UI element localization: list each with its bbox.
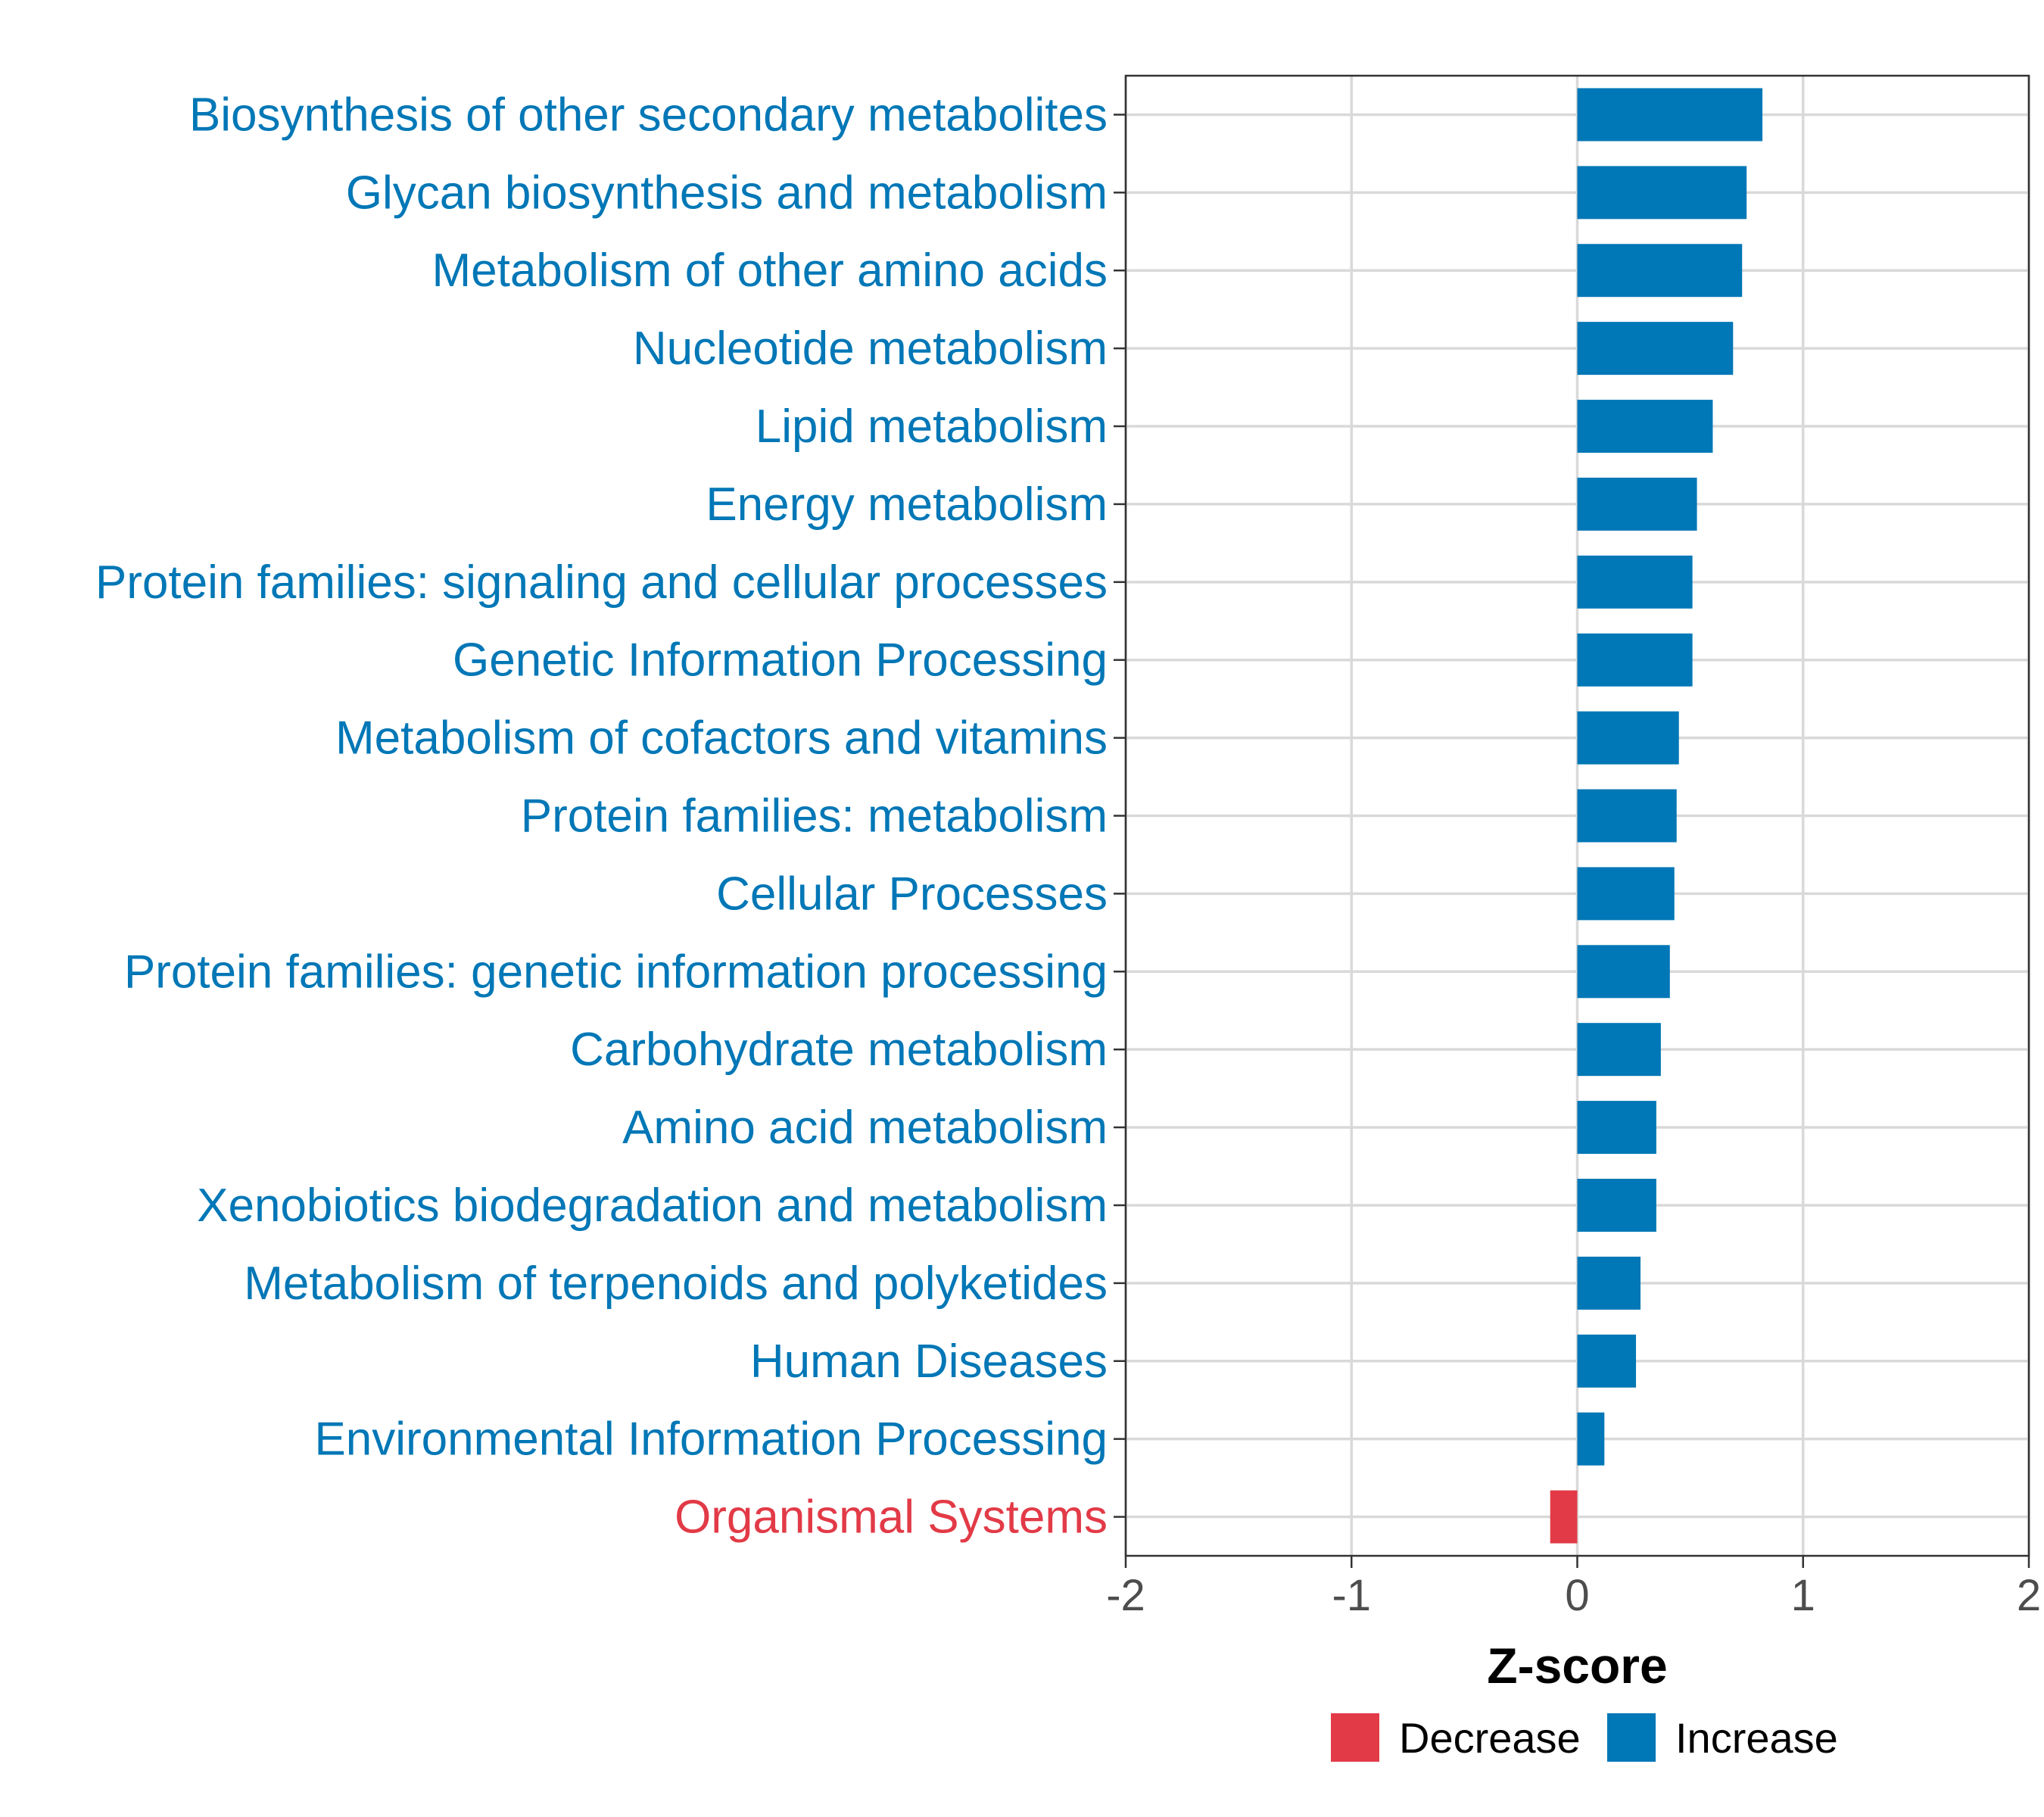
bar <box>1550 1490 1578 1544</box>
bar <box>1577 1101 1656 1155</box>
x-tick-label: 0 <box>1565 1571 1589 1620</box>
bar <box>1577 477 1697 531</box>
category-label: Cellular Processes <box>716 868 1108 920</box>
bar <box>1577 88 1763 142</box>
category-label: Energy metabolism <box>706 478 1108 531</box>
bar <box>1577 244 1743 298</box>
legend: Decrease Increase <box>1331 1713 1838 1762</box>
legend-key-increase <box>1607 1713 1656 1762</box>
legend-label: Increase <box>1675 1714 1838 1762</box>
category-label: Protein families: signaling and cellular… <box>95 556 1108 609</box>
bar <box>1577 1178 1656 1232</box>
category-label: Biosynthesis of other secondary metaboli… <box>189 89 1108 141</box>
category-label: Metabolism of terpenoids and polyketides <box>244 1258 1108 1310</box>
y-axis-labels: Biosynthesis of other secondary metaboli… <box>95 89 1108 1543</box>
category-label: Environmental Information Processing <box>314 1413 1108 1466</box>
x-axis-ticks <box>1124 1556 2030 1568</box>
bar <box>1577 555 1693 609</box>
x-tick-label: -2 <box>1106 1571 1145 1620</box>
x-tick-label: 2 <box>2017 1571 2041 1620</box>
category-label: Carbohydrate metabolism <box>570 1024 1108 1076</box>
bar <box>1577 400 1713 453</box>
bar <box>1577 1412 1605 1466</box>
bar <box>1577 633 1693 687</box>
legend-key-decrease <box>1331 1713 1379 1762</box>
x-axis-title: Z-score <box>1487 1638 1667 1694</box>
category-label: Protein families: genetic information pr… <box>124 946 1108 998</box>
category-label: Lipid metabolism <box>756 400 1108 453</box>
bar <box>1577 789 1677 843</box>
bar <box>1577 1334 1637 1388</box>
category-label: Xenobiotics biodegradation and metabolis… <box>197 1180 1108 1232</box>
category-label: Organismal Systems <box>675 1491 1108 1544</box>
bar <box>1577 1256 1641 1310</box>
category-label: Protein families: metabolism <box>521 790 1108 843</box>
bar <box>1577 322 1734 376</box>
bar <box>1577 945 1670 999</box>
bar <box>1577 166 1747 220</box>
bars <box>1550 88 1763 1544</box>
category-label: Metabolism of cofactors and vitamins <box>335 712 1108 765</box>
bar <box>1577 867 1675 921</box>
category-label: Nucleotide metabolism <box>633 323 1108 375</box>
category-label: Glycan biosynthesis and metabolism <box>346 167 1108 219</box>
category-label: Metabolism of other amino acids <box>432 245 1108 297</box>
x-axis-labels: -2 -1 0 1 2 <box>1106 1571 2041 1620</box>
category-label: Genetic Information Processing <box>453 634 1108 687</box>
category-label: Amino acid metabolism <box>622 1102 1108 1154</box>
bar <box>1577 711 1679 765</box>
legend-label: Decrease <box>1399 1714 1581 1762</box>
y-axis-ticks <box>1114 114 1126 1518</box>
x-tick-label: 1 <box>1791 1571 1815 1620</box>
category-label: Human Diseases <box>750 1335 1108 1388</box>
bar <box>1577 1023 1661 1077</box>
x-tick-label: -1 <box>1332 1571 1371 1620</box>
